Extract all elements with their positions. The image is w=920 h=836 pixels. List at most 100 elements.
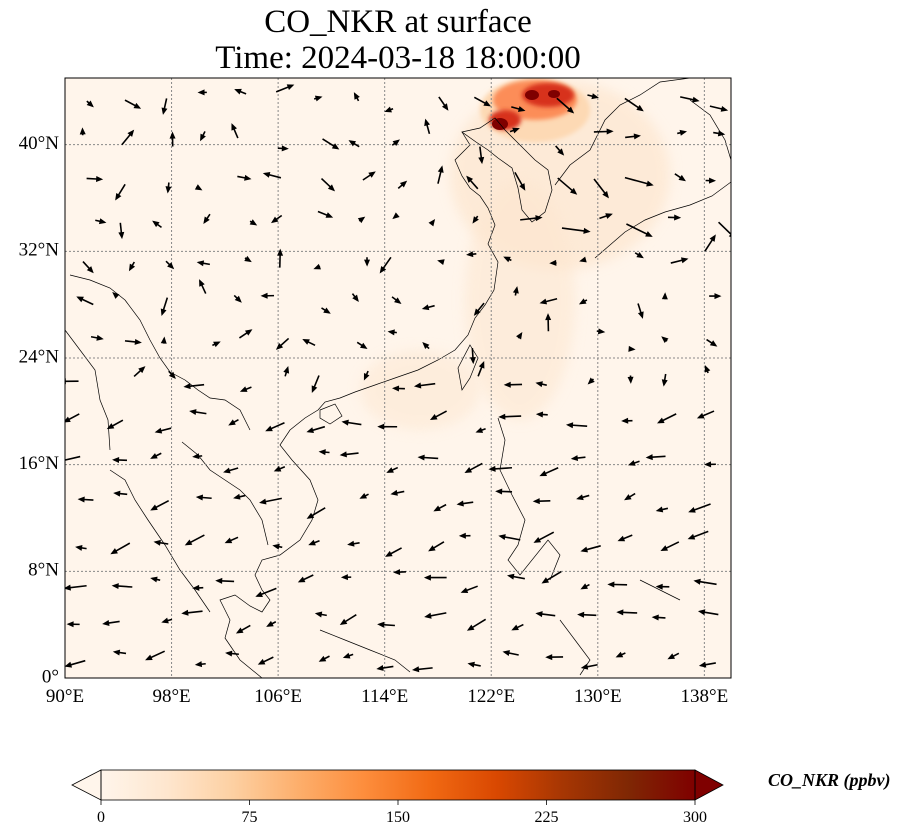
wind-arrow xyxy=(428,541,445,552)
wind-arrow xyxy=(318,655,330,662)
wind-arrow xyxy=(86,175,104,182)
wind-arrow xyxy=(541,570,562,584)
wind-arrow xyxy=(705,177,717,184)
wind-arrow xyxy=(357,216,366,224)
wind-arrow xyxy=(260,292,275,299)
wind-arrow xyxy=(161,98,168,115)
wind-arrow xyxy=(75,544,87,551)
wind-arrow xyxy=(580,545,601,553)
wind-arrow xyxy=(565,422,588,429)
wind-arrow xyxy=(128,261,136,272)
wind-arrow xyxy=(165,260,175,270)
wind-arrow xyxy=(438,96,449,111)
wind-arrow xyxy=(411,666,433,673)
wind-arrow xyxy=(215,577,235,584)
wind-arrow xyxy=(347,540,360,547)
wind-arrow xyxy=(656,413,677,424)
wind-arrow xyxy=(477,360,485,377)
wind-arrow xyxy=(587,93,599,100)
wind-arrow xyxy=(498,534,521,541)
wind-arrow xyxy=(667,652,680,660)
wind-arrow xyxy=(545,654,564,661)
wind-arrow xyxy=(511,623,524,631)
wind-arrow xyxy=(348,140,360,148)
wind-arrow xyxy=(555,145,565,156)
wind-arrow xyxy=(466,618,487,631)
lat-tick-label: 24°N xyxy=(19,346,60,367)
wind-arrow xyxy=(150,576,161,583)
wind-arrow xyxy=(557,177,578,195)
wind-arrow xyxy=(615,651,626,658)
wind-arrow xyxy=(199,279,207,294)
wind-arrow xyxy=(578,298,588,305)
wind-arrow xyxy=(437,259,445,266)
wind-arrow xyxy=(545,313,552,332)
wind-arrow xyxy=(495,488,513,495)
wind-arrow xyxy=(704,234,716,252)
wind-vectors xyxy=(65,84,731,673)
wind-arrow xyxy=(152,220,162,228)
wind-arrow xyxy=(535,611,556,618)
lat-tick-label: 8°N xyxy=(28,560,59,581)
wind-arrow xyxy=(255,587,277,597)
wind-arrow xyxy=(181,609,203,616)
wind-arrow xyxy=(475,427,486,433)
wind-arrow xyxy=(655,506,669,513)
wind-arrow xyxy=(579,256,587,263)
colorbar-tick-label: 150 xyxy=(386,809,410,826)
wind-arrow xyxy=(466,175,479,190)
wind-arrow xyxy=(195,494,212,501)
wind-arrow xyxy=(321,307,331,314)
wind-arrow xyxy=(697,609,719,616)
wind-arrow xyxy=(390,489,405,496)
wind-arrow xyxy=(512,286,519,296)
wind-arrow xyxy=(688,503,711,513)
wind-arrow xyxy=(277,145,289,152)
lon-tick-label: 122°E xyxy=(467,686,515,707)
wind-arrow xyxy=(422,342,430,350)
wind-arrow xyxy=(153,539,169,546)
wind-arrow xyxy=(113,490,128,497)
wind-arrow xyxy=(192,584,204,591)
wind-arrow xyxy=(196,260,211,267)
wind-arrow xyxy=(194,661,206,668)
wind-arrow xyxy=(200,131,206,142)
wind-arrow xyxy=(262,171,282,179)
wind-arrow xyxy=(277,248,284,268)
colorbar-tick-label: 225 xyxy=(535,809,559,826)
wind-arrow xyxy=(386,466,399,473)
lon-tick-label: 114°E xyxy=(361,686,408,707)
wind-arrow xyxy=(628,460,640,466)
wind-arrow xyxy=(266,620,277,627)
wind-arrow xyxy=(379,256,392,274)
wind-arrow xyxy=(115,183,126,201)
wind-arrow xyxy=(488,465,513,472)
wind-arrow xyxy=(596,328,606,335)
wind-arrow xyxy=(118,222,125,240)
wind-arrow xyxy=(628,345,636,352)
wind-arrow xyxy=(704,461,716,468)
wind-arrow xyxy=(225,650,239,657)
wind-arrow xyxy=(535,381,547,388)
wind-arrow xyxy=(342,652,354,659)
wind-arrow xyxy=(341,419,362,426)
wind-arrow xyxy=(693,578,717,586)
wind-arrow xyxy=(423,574,447,581)
wind-arrow xyxy=(82,260,94,274)
wind-arrow xyxy=(359,492,369,499)
wind-arrow xyxy=(270,214,283,224)
wind-arrow xyxy=(150,499,170,511)
wind-arrow xyxy=(364,257,371,267)
wind-arrow xyxy=(121,129,135,146)
wind-arrow xyxy=(561,227,591,234)
wind-arrow xyxy=(507,573,525,580)
colorbar-tick-label: 0 xyxy=(97,809,105,826)
wind-arrow xyxy=(320,178,336,192)
wind-arrow xyxy=(391,296,402,304)
wind-arrow xyxy=(392,212,400,220)
colorbar-extend-high xyxy=(694,769,724,801)
wind-arrow xyxy=(283,366,290,377)
wind-arrow xyxy=(112,649,127,656)
wind-arrow xyxy=(698,661,716,668)
wind-arrow xyxy=(713,130,726,137)
